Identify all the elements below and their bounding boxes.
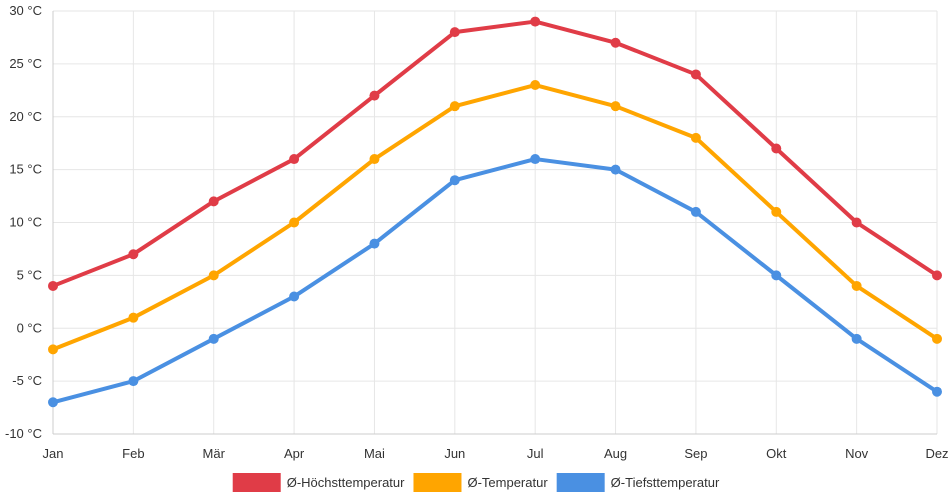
data-point[interactable] — [771, 143, 782, 154]
series-line — [51, 83, 939, 352]
data-point[interactable] — [369, 90, 380, 101]
x-tick-label: Sep — [684, 446, 707, 461]
data-point[interactable] — [208, 333, 219, 344]
data-point[interactable] — [610, 37, 621, 48]
grid — [52, 10, 938, 435]
data-point[interactable] — [48, 397, 58, 408]
data-point[interactable] — [851, 280, 862, 291]
series-line — [51, 19, 939, 288]
y-tick-label: -5 °C — [12, 373, 42, 388]
data-point[interactable] — [208, 196, 219, 207]
y-tick-label: -10 °C — [5, 426, 42, 441]
series-2 — [48, 80, 942, 355]
x-tick-label: Nov — [845, 446, 869, 461]
data-point[interactable] — [128, 249, 139, 260]
x-tick-label: Aug — [604, 446, 627, 461]
y-tick-label: 10 °C — [9, 215, 42, 230]
data-point[interactable] — [48, 344, 58, 355]
legend-label: Ø-Höchsttemperatur — [287, 475, 405, 490]
data-point[interactable] — [289, 291, 300, 302]
data-point[interactable] — [449, 175, 460, 186]
data-point[interactable] — [771, 206, 782, 217]
y-tick-label: 0 °C — [17, 320, 42, 335]
x-tick-label: Dez — [925, 446, 948, 461]
data-point[interactable] — [690, 132, 701, 143]
series-line — [51, 157, 939, 405]
x-tick-label: Jun — [444, 446, 465, 461]
y-axis: 30 °C 25 °C 20 °C 15 °C 10 °C 5 °C 0 °C -5 °C -1… — [5, 3, 42, 441]
data-point[interactable] — [128, 376, 139, 387]
data-point[interactable] — [771, 270, 782, 281]
data-point[interactable] — [610, 164, 621, 175]
data-point[interactable] — [530, 80, 541, 91]
data-point[interactable] — [690, 206, 701, 217]
y-tick-label: 25 °C — [9, 56, 42, 71]
x-axis: Jan Feb Mär Apr Mai Jun Jul Aug Sep Okt Nov Dez — [43, 446, 949, 461]
data-point[interactable] — [128, 312, 139, 323]
x-tick-label: Okt — [766, 446, 787, 461]
legend-swatch-1[interactable] — [232, 473, 281, 492]
data-point[interactable] — [610, 101, 621, 112]
data-point[interactable] — [932, 333, 942, 344]
data-point[interactable] — [48, 280, 58, 291]
data-point[interactable] — [369, 238, 380, 249]
y-tick-label: 20 °C — [9, 109, 42, 124]
data-point[interactable] — [690, 69, 701, 80]
data-point[interactable] — [851, 333, 862, 344]
y-tick-label: 15 °C — [9, 162, 42, 177]
x-tick-label: Mai — [364, 446, 385, 461]
legend[interactable]: Ø-Höchsttemperatur Ø-Temperatur Ø-Tiefstte… — [232, 473, 720, 492]
data-point[interactable] — [289, 217, 300, 228]
series-lines — [48, 16, 942, 408]
data-point[interactable] — [851, 217, 862, 228]
y-tick-label: 30 °C — [9, 3, 42, 18]
x-tick-label: Apr — [284, 446, 305, 461]
data-point[interactable] — [289, 154, 300, 165]
data-point[interactable] — [932, 386, 942, 397]
x-tick-label: Mär — [203, 446, 226, 461]
x-tick-label: Jul — [527, 446, 544, 461]
x-tick-label: Jan — [43, 446, 64, 461]
series-3 — [48, 154, 942, 408]
legend-swatch-3[interactable] — [556, 473, 605, 492]
data-point[interactable] — [369, 154, 380, 165]
data-point[interactable] — [208, 270, 219, 281]
data-point[interactable] — [449, 101, 460, 112]
legend-label: Ø-Temperatur — [467, 475, 548, 490]
data-point[interactable] — [449, 27, 460, 38]
y-tick-label: 5 °C — [17, 267, 42, 282]
data-point[interactable] — [530, 154, 541, 165]
data-point[interactable] — [932, 270, 942, 281]
x-tick-label: Feb — [122, 446, 144, 461]
legend-label: Ø-Tiefsttemperatur — [611, 475, 720, 490]
data-point[interactable] — [530, 16, 541, 27]
legend-swatch-2[interactable] — [413, 473, 462, 492]
series-1 — [48, 16, 942, 291]
